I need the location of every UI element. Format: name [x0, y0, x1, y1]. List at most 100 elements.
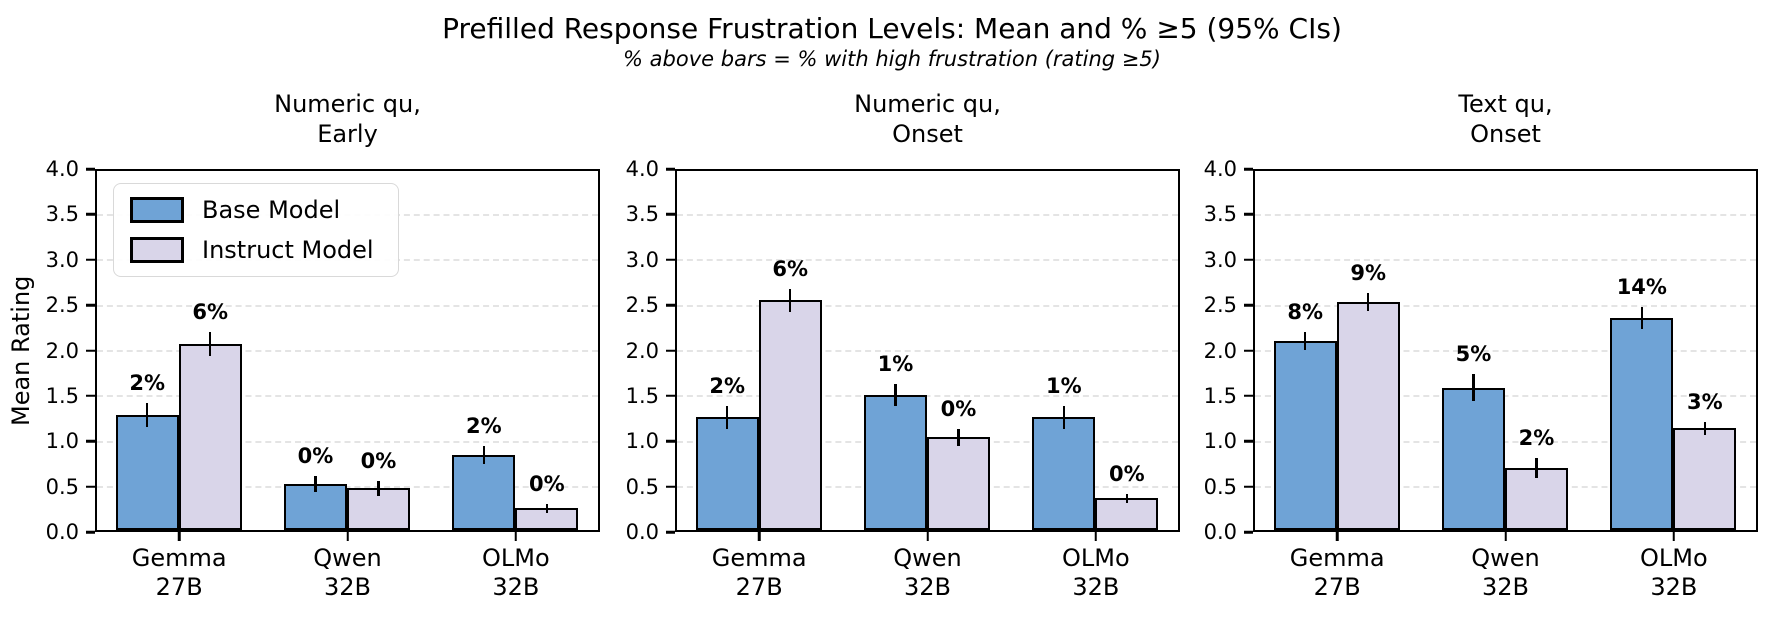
- y-tick-label: 1.5: [45, 383, 79, 408]
- gridline: [1255, 350, 1756, 352]
- y-tick-mark: [666, 440, 675, 443]
- legend-item-instruct-model: Instruct Model: [130, 236, 374, 264]
- pct-label-instruct-model-gemma-27b: 6%: [192, 300, 228, 325]
- pct-label-instruct-model-olmo-32b: 0%: [1109, 461, 1145, 486]
- x-tick-mark: [1094, 532, 1098, 541]
- bar-instruct-model-olmo-32b: [1673, 428, 1737, 530]
- pct-label-instruct-model-olmo-32b: 3%: [1687, 390, 1723, 415]
- x-tick-label-qwen-32b: Qwen 32B: [313, 544, 382, 601]
- bar-base-model-qwen-32b: [1442, 387, 1505, 530]
- errorbar-base-model-qwen-32b: [314, 475, 317, 492]
- y-tick-label: 4.0: [45, 157, 79, 181]
- y-tick-mark: [86, 394, 95, 398]
- y-tick-mark: [666, 530, 675, 534]
- legend-swatch-base-model: [130, 197, 184, 223]
- errorbar-instruct-model-olmo-32b: [1703, 422, 1707, 435]
- y-tick-label: 4.0: [625, 157, 659, 181]
- chart-subtitle: % above bars = % with high frustration (…: [623, 47, 1161, 71]
- x-tick-label-gemma-27b: Gemma 27B: [131, 544, 227, 601]
- y-tick-mark: [86, 213, 95, 216]
- legend-item-base-model: Base Model: [130, 196, 374, 224]
- bar-instruct-model-gemma-27b: [178, 343, 242, 530]
- y-tick-label: 0.0: [625, 520, 659, 544]
- subplot-inner: Numeric qu, Early Mean Rating 0.0 0.5 1.0 1.5…: [7, 89, 600, 601]
- y-tick-mark: [1244, 440, 1253, 443]
- subplot-numeric-early: Numeric qu, Early Mean Rating 0.0 0.5 1.0 1.5…: [7, 89, 600, 601]
- y-tick-label: 4.0: [1203, 157, 1237, 181]
- y-tick-label: 0.5: [1203, 474, 1237, 499]
- y-tick-mark: [1244, 394, 1253, 398]
- y-tick-label: 2.0: [625, 338, 659, 363]
- axes-area: 0.0 0.5 1.0 1.5 2.0 2.5 3.0 3.5 4.0 8% 9% 5% 2% 14% 3%…: [1204, 157, 1758, 601]
- y-tick-mark: [1244, 258, 1253, 261]
- gridline: [1255, 395, 1756, 398]
- bar-instruct-model-gemma-27b: [1336, 302, 1400, 530]
- x-tick-label-olmo-32b: OLMo 32B: [1062, 544, 1130, 601]
- pct-label-base-model-olmo-32b: 2%: [466, 413, 502, 438]
- pct-label-instruct-model-olmo-32b: 0%: [529, 471, 565, 496]
- plot-area: 8% 9% 5% 2% 14% 3%: [1253, 169, 1758, 532]
- pct-label-base-model-qwen-32b: 5%: [1455, 341, 1492, 366]
- y-tick-mark: [86, 530, 95, 534]
- y-tick-label: 2.5: [45, 293, 79, 318]
- y-tick-label: 2.5: [625, 293, 659, 318]
- pct-label-instruct-model-qwen-32b: 0%: [360, 449, 397, 473]
- x-tick-mark: [1335, 532, 1339, 541]
- legend: Base Model Instruct Model: [113, 183, 399, 277]
- errorbar-base-model-olmo-32b: [1640, 306, 1644, 329]
- y-tick-mark: [666, 394, 675, 398]
- y-tick-label: 1.0: [625, 429, 659, 454]
- plots-row: Numeric qu, Early Mean Rating 0.0 0.5 1.0 1.5…: [0, 89, 1784, 601]
- bar-base-model-gemma-27b: [115, 414, 179, 530]
- y-tick-mark: [666, 303, 675, 307]
- x-tick-label-gemma-27b: Gemma 27B: [711, 544, 807, 601]
- x-tick-label-qwen-32b: Qwen 32B: [1471, 544, 1540, 601]
- legend-label: Base Model: [202, 196, 341, 224]
- legend-label: Instruct Model: [202, 236, 374, 264]
- y-tick-mark: [1244, 530, 1253, 534]
- y-tick-mark: [1244, 167, 1253, 171]
- y-tick-mark: [1244, 485, 1253, 488]
- errorbar-base-model-olmo-32b: [1062, 405, 1066, 430]
- pct-label-base-model-olmo-32b: 1%: [1046, 373, 1082, 398]
- plot-area: 2% 6% 1% 0% 1% 0%: [675, 169, 1180, 532]
- gridline: [97, 395, 598, 398]
- y-tick-label: 3.0: [1203, 247, 1237, 272]
- pct-label-base-model-qwen-32b: 0%: [297, 443, 334, 468]
- plot-area: 2% 6% 0% 0% 2% 0% Base Model Instruct Model: [95, 169, 600, 532]
- pct-label-base-model-gemma-27b: 8%: [1287, 300, 1323, 325]
- y-tick-label: 1.5: [625, 383, 659, 408]
- x-tick-label-olmo-32b: OLMo 32B: [482, 544, 550, 601]
- pct-label-base-model-gemma-27b: 2%: [709, 373, 745, 398]
- y-tick-label: 1.0: [1203, 429, 1237, 454]
- y-tick-mark: [86, 303, 95, 307]
- y-tick-label: 2.5: [1203, 293, 1237, 318]
- x-tick-mark: [514, 532, 518, 541]
- y-tick-label: 0.0: [1203, 520, 1237, 544]
- y-tick-label: 3.5: [45, 202, 79, 227]
- y-tick-mark: [1244, 349, 1253, 352]
- errorbar-instruct-model-olmo-32b: [1125, 493, 1129, 503]
- errorbar-base-model-qwen-32b: [894, 383, 897, 406]
- legend-swatch-instruct-model: [130, 237, 184, 263]
- y-tick-label: 1.5: [1203, 383, 1237, 408]
- y-tick-mark: [666, 485, 675, 488]
- gridline: [677, 259, 1178, 262]
- gridline: [97, 440, 598, 443]
- y-tick-label: 3.5: [625, 202, 659, 227]
- y-tick-label: 2.0: [45, 338, 79, 363]
- errorbar-instruct-model-gemma-27b: [208, 332, 212, 356]
- x-tick-label-qwen-32b: Qwen 32B: [893, 544, 962, 601]
- errorbar-instruct-model-gemma-27b: [1366, 293, 1370, 312]
- x-tick-mark: [1504, 532, 1507, 541]
- y-tick-mark: [86, 440, 95, 443]
- errorbar-base-model-gemma-27b: [1303, 332, 1307, 351]
- pct-label-instruct-model-gemma-27b: 9%: [1350, 261, 1386, 286]
- y-tick-label: 0.0: [45, 520, 79, 544]
- errorbar-base-model-olmo-32b: [482, 445, 486, 464]
- y-tick-mark: [86, 167, 95, 171]
- y-tick-label: 3.5: [1203, 202, 1237, 227]
- errorbar-base-model-gemma-27b: [145, 402, 149, 427]
- gridline: [1255, 213, 1756, 216]
